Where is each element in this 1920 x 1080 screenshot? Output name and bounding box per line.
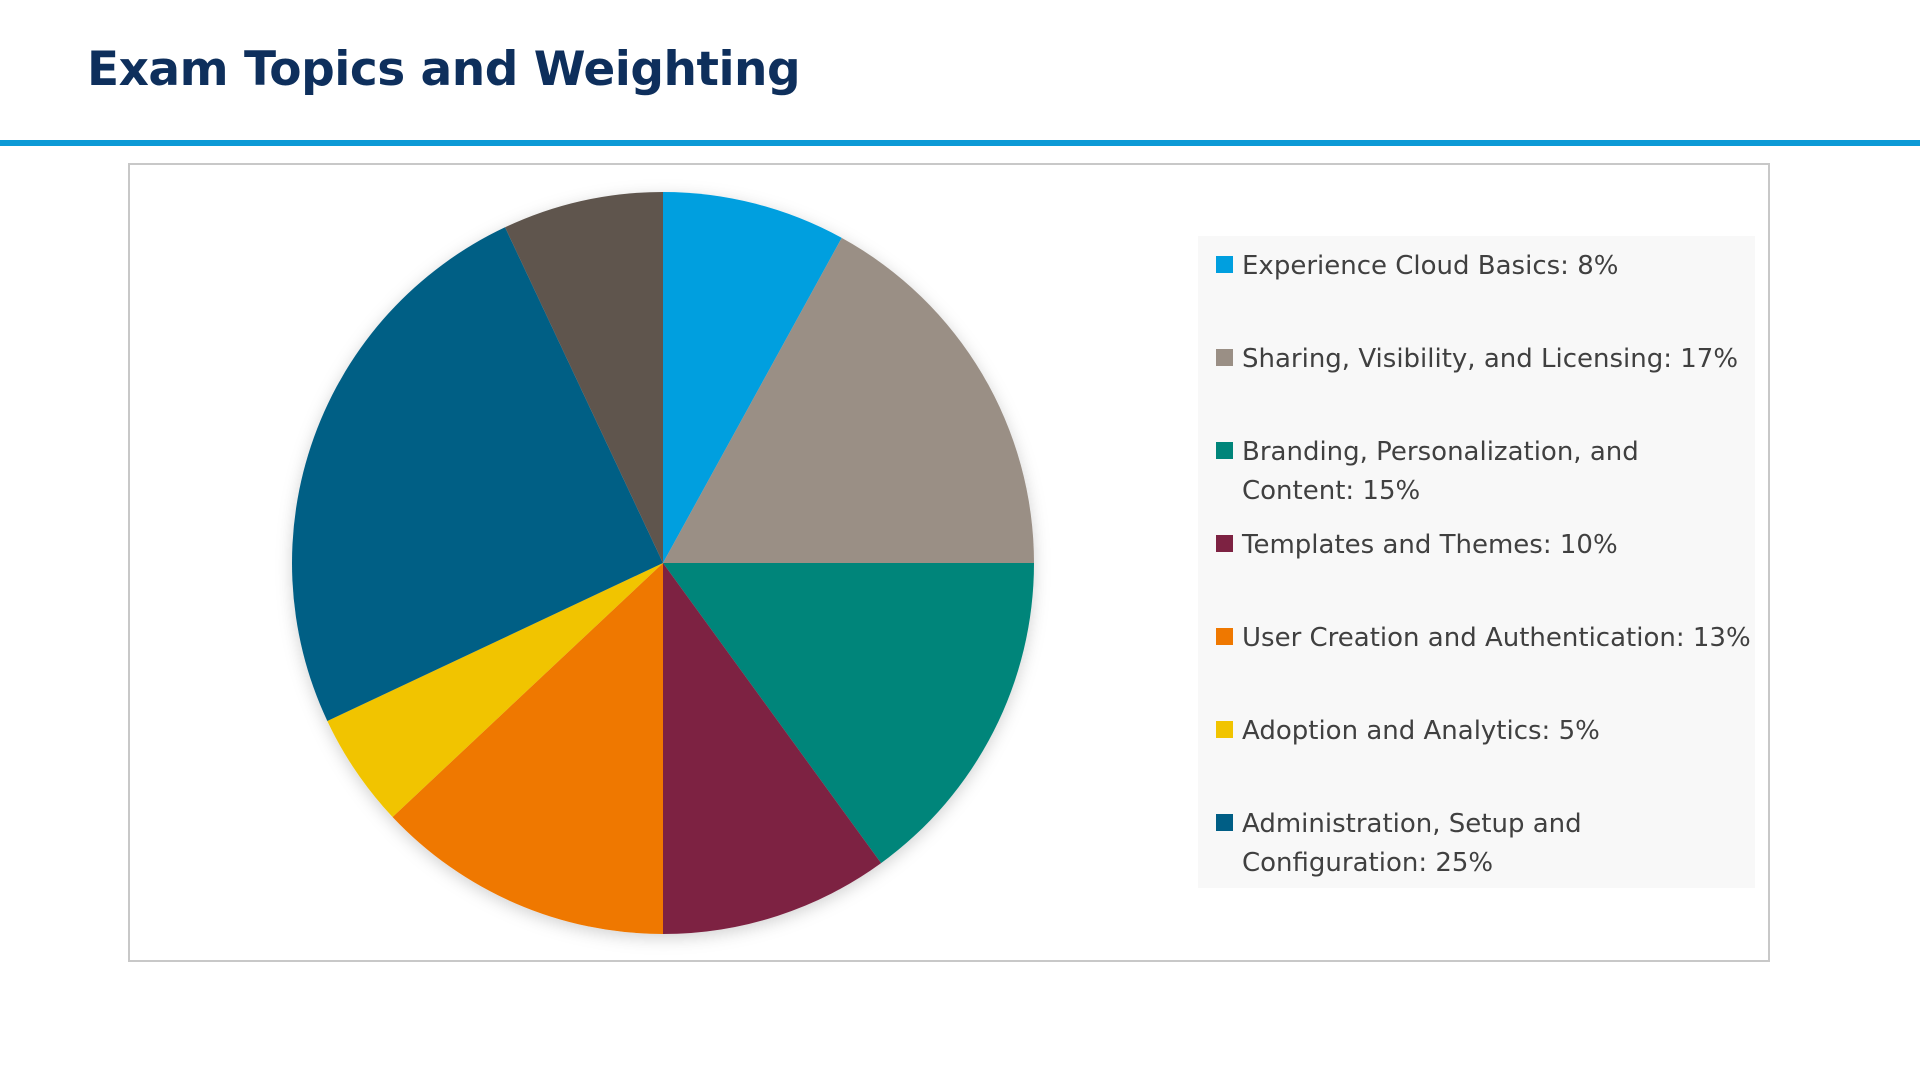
legend-label: Sharing, Visibility, and Licensing: 17% bbox=[1242, 344, 1739, 374]
legend-label: Administration, Setup and Configuration:… bbox=[1242, 809, 1582, 878]
pie-slice-sharing-visibility-and-licensing bbox=[663, 237, 1034, 563]
legend-label: Adoption and Analytics: 5% bbox=[1242, 716, 1600, 746]
legend-item-adoption-and-analytics: Adoption and Analytics: 5% bbox=[1216, 712, 1757, 751]
pie-slice-unlabeled bbox=[505, 192, 663, 563]
pie-slice-adoption-and-analytics bbox=[327, 563, 663, 817]
chart-legend: Experience Cloud Basics: 8% Sharing, Vis… bbox=[1198, 236, 1755, 888]
legend-label: User Creation and Authentication: 13% bbox=[1242, 623, 1751, 653]
pie-slice-administration-setup-and-configuration bbox=[292, 227, 663, 721]
legend-swatch bbox=[1216, 442, 1233, 459]
legend-label: Templates and Themes: 10% bbox=[1242, 530, 1618, 560]
legend-swatch bbox=[1216, 535, 1233, 552]
pie-slice-branding-personalization-and-content bbox=[663, 563, 1034, 864]
legend-swatch bbox=[1216, 628, 1233, 645]
legend-item-templates-and-themes: Templates and Themes: 10% bbox=[1216, 526, 1757, 565]
title-divider bbox=[0, 140, 1920, 146]
legend-item-branding-personalization-content: Branding, Personalization, and Content: … bbox=[1216, 433, 1672, 511]
legend-swatch bbox=[1216, 814, 1233, 831]
legend-swatch bbox=[1216, 256, 1233, 273]
legend-item-sharing-visibility-licensing: Sharing, Visibility, and Licensing: 17% bbox=[1216, 340, 1757, 379]
legend-swatch bbox=[1216, 721, 1233, 738]
pie-slice-templates-and-themes bbox=[663, 563, 882, 934]
pie-slice-experience-cloud-basics bbox=[663, 192, 842, 563]
legend-item-experience-cloud-basics: Experience Cloud Basics: 8% bbox=[1216, 247, 1757, 286]
legend-label: Branding, Personalization, and Content: … bbox=[1242, 437, 1639, 506]
legend-label: Experience Cloud Basics: 8% bbox=[1242, 251, 1619, 281]
legend-swatch bbox=[1216, 349, 1233, 366]
legend-item-administration-setup-configuration: Administration, Setup and Configuration:… bbox=[1216, 805, 1642, 883]
page-title: Exam Topics and Weighting bbox=[87, 42, 801, 97]
legend-item-user-creation-authentication: User Creation and Authentication: 13% bbox=[1216, 619, 1757, 658]
pie-slice-user-creation-and-authentication bbox=[392, 563, 663, 934]
